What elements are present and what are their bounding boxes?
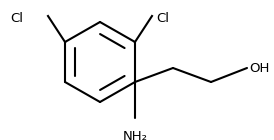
Text: Cl: Cl — [10, 12, 23, 25]
Text: Cl: Cl — [156, 12, 169, 25]
Text: NH₂: NH₂ — [122, 130, 147, 140]
Text: OH: OH — [249, 61, 269, 74]
